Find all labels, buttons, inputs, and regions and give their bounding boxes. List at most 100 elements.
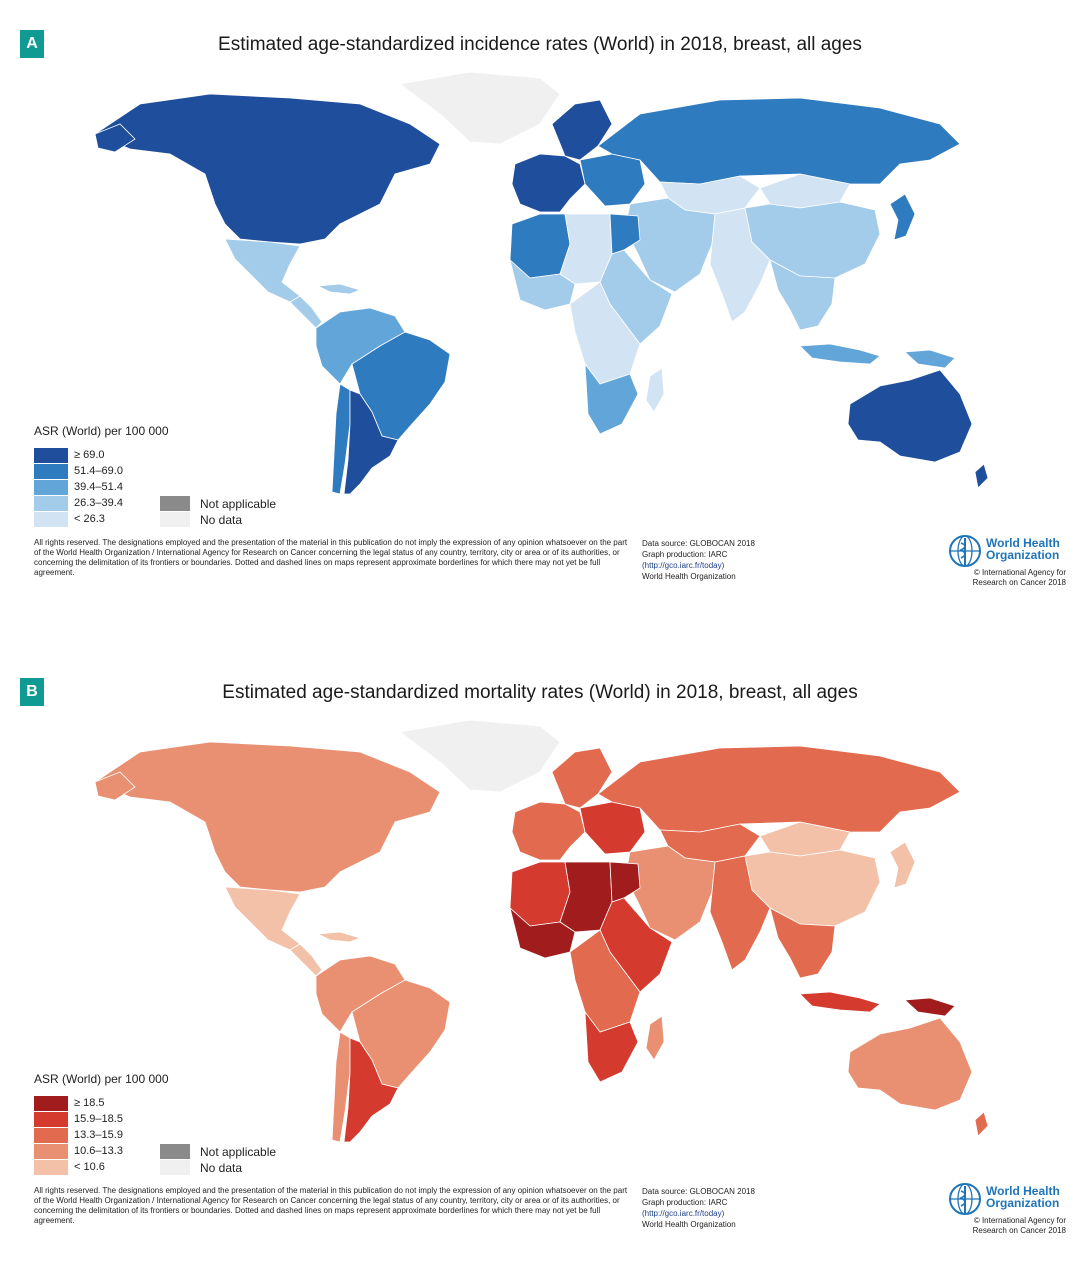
who-name: World Health Organization — [986, 1184, 1060, 1210]
region-papua — [904, 997, 956, 1017]
region-southeast-asia — [769, 259, 836, 331]
region-greenland — [399, 719, 561, 793]
copyright-text: © International Agency for Research on C… — [972, 568, 1066, 587]
legend-not-applicable: Not applicable — [160, 1144, 340, 1159]
legend-item: 15.9–18.5 — [34, 1112, 194, 1127]
region-egypt — [609, 861, 641, 903]
region-eastern-europe — [579, 153, 646, 207]
data-source-line: Data source: GLOBOCAN 2018 — [642, 539, 755, 548]
region-central-africa — [569, 281, 641, 385]
legend-item: 13.3–15.9 — [34, 1128, 194, 1143]
region-indonesia — [799, 991, 881, 1013]
legend-title: ASR (World) per 100 000 — [34, 424, 169, 438]
source-link[interactable]: (http://gco.iarc.fr/today) — [642, 561, 725, 570]
source-link[interactable]: (http://gco.iarc.fr/today) — [642, 1209, 725, 1218]
region-argentina — [343, 389, 399, 494]
region-alaska-islands — [94, 123, 136, 153]
region-mexico — [224, 886, 301, 951]
region-central-america — [289, 943, 323, 977]
legend-label: 26.3–39.4 — [74, 497, 123, 509]
region-scandinavia — [551, 747, 613, 809]
legend-label: 13.3–15.9 — [74, 1129, 123, 1141]
region-indonesia — [799, 343, 881, 365]
legend-label: < 10.6 — [74, 1161, 105, 1173]
map-title: Estimated age-standardized mortality rat… — [222, 682, 858, 703]
legend-swatch — [160, 496, 190, 511]
data-source-line: Data source: GLOBOCAN 2018 — [642, 1187, 755, 1196]
region-middle-east — [624, 845, 716, 941]
region-southern-africa — [584, 1010, 639, 1083]
legend-swatch — [160, 1144, 190, 1159]
graph-production-line: Graph production: IARC — [642, 550, 728, 559]
region-southeast-asia — [769, 907, 836, 979]
region-caribbean — [316, 931, 362, 943]
legend-item: 10.6–13.3 — [34, 1144, 194, 1159]
data-source-block: Data source: GLOBOCAN 2018 Graph product… — [642, 1186, 822, 1230]
legend-item: ≥ 69.0 — [34, 448, 194, 463]
region-madagascar — [645, 1015, 665, 1061]
legend-label: 51.4–69.0 — [74, 465, 123, 477]
region-alaska-islands — [94, 771, 136, 801]
legend-label: 39.4–51.4 — [74, 481, 123, 493]
who-name: World Health Organization — [986, 536, 1060, 562]
map-legend: ASR (World) per 100 000 ≥ 69.0 51.4–69.0… — [34, 424, 364, 534]
legend-item: 26.3–39.4 — [34, 496, 194, 511]
region-argentina — [343, 1037, 399, 1142]
region-west-africa — [509, 258, 576, 311]
who-branding: World Health Organization © Internationa… — [940, 1182, 1070, 1242]
source-org-line: World Health Organization — [642, 1220, 736, 1229]
region-middle-east — [624, 197, 716, 293]
legend-no-data: No data — [160, 512, 340, 527]
region-western-europe — [511, 153, 586, 213]
map-legend: ASR (World) per 100 000 ≥ 18.5 15.9–18.5… — [34, 1072, 364, 1182]
region-japan — [889, 193, 916, 241]
region-west-africa — [509, 906, 576, 959]
legend-swatch — [160, 1160, 190, 1175]
data-source-block: Data source: GLOBOCAN 2018 Graph product… — [642, 538, 822, 582]
who-emblem-icon — [949, 535, 981, 567]
legend-item: < 10.6 — [34, 1160, 194, 1175]
region-madagascar — [645, 367, 665, 413]
legend-label: ≥ 69.0 — [74, 449, 105, 461]
legend-swatch — [34, 480, 68, 495]
legend-swatch — [34, 448, 68, 463]
legend-swatch — [34, 1144, 68, 1159]
legend-item: ≥ 18.5 — [34, 1096, 194, 1111]
region-new-zealand — [974, 463, 989, 489]
region-north-america — [94, 741, 441, 893]
region-caribbean — [316, 283, 362, 295]
region-southern-africa — [584, 362, 639, 435]
region-india — [709, 207, 771, 323]
legend-swatch — [34, 512, 68, 527]
legend-swatch — [34, 464, 68, 479]
disclaimer-text: All rights reserved. The designations em… — [34, 1186, 628, 1225]
region-russia — [597, 745, 961, 833]
legend-label: 10.6–13.3 — [74, 1145, 123, 1157]
incidence-panel: A Estimated age-standardized incidence r… — [0, 0, 1090, 640]
region-papua — [904, 349, 956, 369]
region-central-america — [289, 295, 323, 329]
region-russia — [597, 97, 961, 185]
region-mexico — [224, 238, 301, 303]
legend-title: ASR (World) per 100 000 — [34, 1072, 169, 1086]
legend-label: ≥ 18.5 — [74, 1097, 105, 1109]
legend-swatch — [34, 1112, 68, 1127]
map-title: Estimated age-standardized incidence rat… — [218, 34, 862, 55]
legend-swatch — [34, 1128, 68, 1143]
region-india — [709, 855, 771, 971]
legend-swatch — [34, 1160, 68, 1175]
region-greenland — [399, 71, 561, 145]
legend-no-data: No data — [160, 1160, 340, 1175]
legend-label: Not applicable — [200, 1145, 277, 1159]
legend-item: 51.4–69.0 — [34, 464, 194, 479]
region-western-europe — [511, 801, 586, 861]
mortality-panel: B Estimated age-standardized mortality r… — [0, 648, 1090, 1288]
legend-swatch — [34, 496, 68, 511]
region-australia — [847, 1017, 973, 1111]
legend-not-applicable: Not applicable — [160, 496, 340, 511]
who-branding: World Health Organization © Internationa… — [940, 534, 1070, 594]
world-choropleth-map — [94, 71, 989, 494]
copyright-text: © International Agency for Research on C… — [972, 1216, 1066, 1235]
legend-label: No data — [200, 513, 243, 527]
disclaimer-text: All rights reserved. The designations em… — [34, 538, 628, 577]
